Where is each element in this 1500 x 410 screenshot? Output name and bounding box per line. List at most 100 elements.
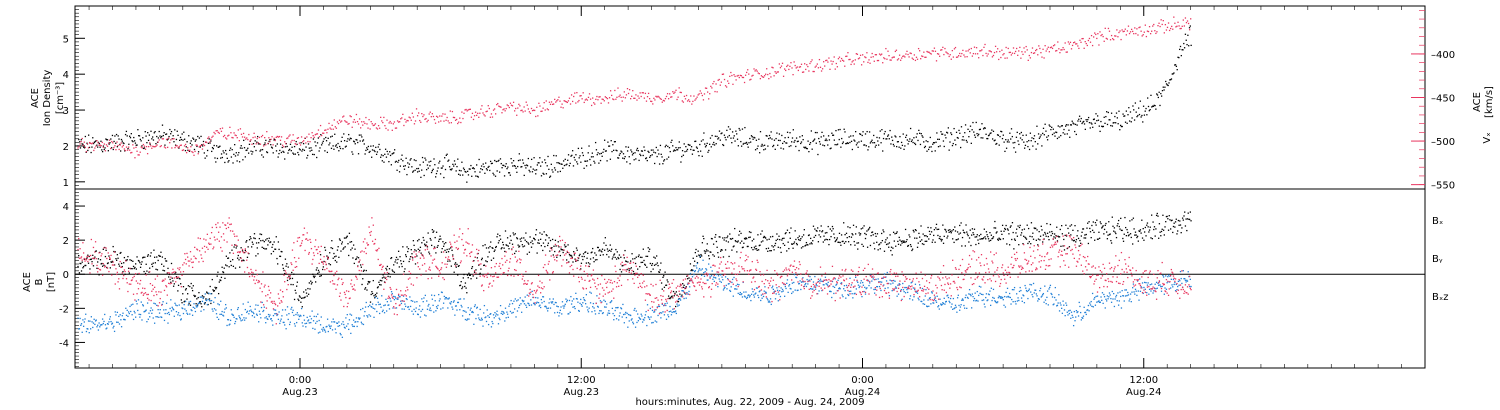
data-point <box>453 165 455 167</box>
data-point <box>1160 230 1163 233</box>
data-point <box>435 231 438 233</box>
data-point <box>1161 228 1163 230</box>
data-point <box>542 296 544 298</box>
data-point <box>82 265 85 268</box>
data-point <box>1153 104 1155 107</box>
data-point <box>402 113 404 116</box>
data-point <box>195 139 197 141</box>
data-point <box>746 71 748 74</box>
data-point <box>165 133 168 135</box>
data-point <box>330 247 332 249</box>
data-point <box>88 141 91 144</box>
data-point <box>334 126 336 128</box>
data-point <box>218 146 220 148</box>
data-point <box>743 237 746 240</box>
data-point <box>637 95 639 97</box>
data-point <box>963 54 965 56</box>
data-point <box>698 255 701 257</box>
data-point <box>201 296 203 298</box>
data-point <box>667 145 669 148</box>
data-point <box>397 250 400 252</box>
data-point <box>512 101 515 103</box>
data-point <box>165 260 168 262</box>
data-point <box>923 243 925 246</box>
data-point <box>811 148 813 150</box>
data-point <box>228 324 230 326</box>
data-point <box>360 127 362 129</box>
data-point <box>625 146 627 148</box>
data-point <box>782 75 785 77</box>
data-point <box>466 318 469 320</box>
data-point <box>403 270 405 273</box>
data-point <box>214 133 216 135</box>
data-point <box>712 254 714 256</box>
data-point <box>355 317 358 319</box>
data-point <box>963 139 965 141</box>
data-point <box>967 234 969 237</box>
data-point <box>503 312 505 314</box>
data-point <box>881 53 883 55</box>
data-point <box>891 57 893 59</box>
data-point <box>478 116 480 118</box>
data-point <box>909 52 911 54</box>
data-point <box>855 130 857 133</box>
data-point <box>818 234 820 236</box>
data-point <box>538 102 540 104</box>
data-point <box>996 134 999 136</box>
data-point <box>251 315 254 317</box>
data-point <box>693 260 696 262</box>
data-point <box>952 56 955 58</box>
data-point <box>476 114 478 117</box>
data-point <box>504 250 506 253</box>
data-point <box>1141 114 1143 117</box>
data-point <box>87 328 89 330</box>
data-point <box>873 248 876 250</box>
data-point <box>533 238 535 240</box>
data-point <box>1186 229 1188 232</box>
data-point <box>162 138 165 140</box>
data-point <box>331 329 334 331</box>
data-point <box>818 137 820 140</box>
data-point <box>962 49 964 52</box>
data-point <box>994 220 996 223</box>
data-point <box>452 116 455 119</box>
data-point <box>955 239 957 241</box>
data-point <box>729 128 731 130</box>
data-point <box>1047 46 1049 48</box>
data-point <box>971 234 973 236</box>
data-point <box>631 253 633 255</box>
data-point <box>419 164 421 166</box>
data-point <box>450 169 452 171</box>
data-point <box>343 237 346 239</box>
data-point <box>1113 230 1115 232</box>
data-point <box>1030 243 1032 245</box>
data-point <box>497 323 500 325</box>
data-point <box>272 314 275 317</box>
data-point <box>642 154 644 157</box>
data-point <box>678 141 680 143</box>
data-point <box>303 314 305 317</box>
data-point <box>525 232 527 234</box>
data-point <box>194 295 196 298</box>
data-point <box>79 147 82 149</box>
data-point <box>505 317 507 319</box>
data-point <box>110 320 112 323</box>
data-point <box>404 303 406 305</box>
data-point <box>516 310 519 312</box>
data-point <box>581 147 583 149</box>
data-point <box>951 144 954 147</box>
data-point <box>824 139 826 142</box>
data-point <box>1106 38 1109 40</box>
data-point <box>667 281 669 283</box>
data-point <box>462 310 464 312</box>
data-point <box>727 235 729 237</box>
data-point <box>1006 141 1009 143</box>
data-point <box>91 146 93 148</box>
data-point <box>721 132 723 134</box>
data-point <box>535 169 538 171</box>
data-point <box>99 144 101 146</box>
data-point <box>736 75 738 77</box>
data-point <box>348 232 351 234</box>
data-point <box>127 267 130 269</box>
data-point <box>432 168 434 170</box>
